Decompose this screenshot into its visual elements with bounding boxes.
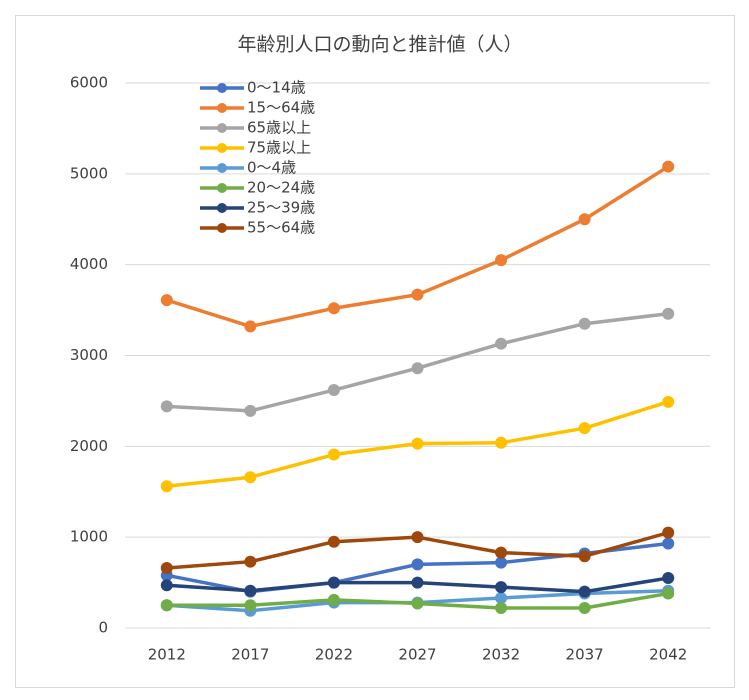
data-point — [411, 437, 424, 450]
y-tick-label: 3000 — [70, 346, 108, 364]
data-point — [495, 556, 508, 569]
y-tick-label: 2000 — [70, 437, 108, 455]
data-point — [662, 307, 675, 320]
data-point — [495, 436, 508, 449]
data-point — [244, 471, 257, 484]
data-point — [327, 448, 340, 461]
data-point — [495, 581, 508, 594]
legend-label: 25～39歳 — [247, 199, 315, 217]
legend-marker — [217, 83, 227, 93]
legend-label: 0～14歳 — [247, 79, 306, 97]
chart-title: 年齢別人口の動向と推計値（人） — [237, 34, 522, 56]
legend-marker — [217, 123, 227, 133]
data-point — [327, 384, 340, 397]
x-tick-label: 2037 — [566, 646, 604, 664]
legend-marker — [217, 203, 227, 213]
legend-marker — [217, 163, 227, 173]
x-tick-label: 2042 — [649, 646, 687, 664]
data-point — [411, 558, 424, 571]
data-point — [662, 526, 675, 539]
data-point — [578, 585, 591, 598]
y-tick-label: 5000 — [70, 164, 108, 182]
data-point — [411, 576, 424, 589]
legend-marker — [217, 223, 227, 233]
data-point — [160, 562, 173, 575]
data-point — [411, 362, 424, 375]
data-point — [578, 602, 591, 615]
data-point — [578, 213, 591, 226]
data-point — [244, 584, 257, 597]
data-point — [244, 599, 257, 612]
data-point — [662, 395, 675, 408]
y-tick-label: 1000 — [70, 528, 108, 546]
x-tick-label: 2032 — [482, 646, 520, 664]
data-point — [244, 555, 257, 568]
legend-label: 0～4歳 — [247, 159, 296, 177]
data-point — [160, 294, 173, 307]
x-tick-label: 2017 — [231, 646, 269, 664]
y-tick-label: 6000 — [70, 74, 108, 92]
data-point — [662, 572, 675, 585]
legend-label: 65歳以上 — [247, 119, 311, 137]
data-point — [578, 550, 591, 563]
data-point — [411, 288, 424, 301]
x-tick-label: 2012 — [148, 646, 186, 664]
legend-label: 20～24歳 — [247, 179, 315, 197]
data-point — [662, 160, 675, 173]
data-point — [160, 400, 173, 413]
legend-label: 15～64歳 — [247, 99, 315, 117]
data-point — [160, 480, 173, 493]
data-point — [662, 587, 675, 600]
data-point — [495, 254, 508, 267]
data-point — [327, 593, 340, 606]
y-tick-label: 0 — [98, 619, 108, 637]
legend-label: 75歳以上 — [247, 139, 311, 157]
data-point — [244, 320, 257, 333]
data-point — [495, 602, 508, 615]
legend-label: 55～64歳 — [247, 219, 315, 237]
data-point — [411, 531, 424, 544]
x-tick-label: 2022 — [315, 646, 353, 664]
legend-marker — [217, 143, 227, 153]
data-point — [327, 302, 340, 315]
y-tick-label: 4000 — [70, 255, 108, 273]
x-tick-label: 2027 — [398, 646, 436, 664]
data-point — [578, 317, 591, 330]
data-point — [495, 546, 508, 559]
data-point — [578, 422, 591, 435]
data-point — [662, 537, 675, 550]
data-point — [495, 337, 508, 350]
legend-marker — [217, 103, 227, 113]
data-point — [411, 597, 424, 610]
data-point — [160, 579, 173, 592]
chart-border — [15, 15, 735, 688]
data-point — [495, 592, 508, 605]
data-point — [160, 599, 173, 612]
data-point — [327, 576, 340, 589]
data-point — [327, 535, 340, 548]
legend-marker — [217, 183, 227, 193]
data-point — [244, 404, 257, 417]
